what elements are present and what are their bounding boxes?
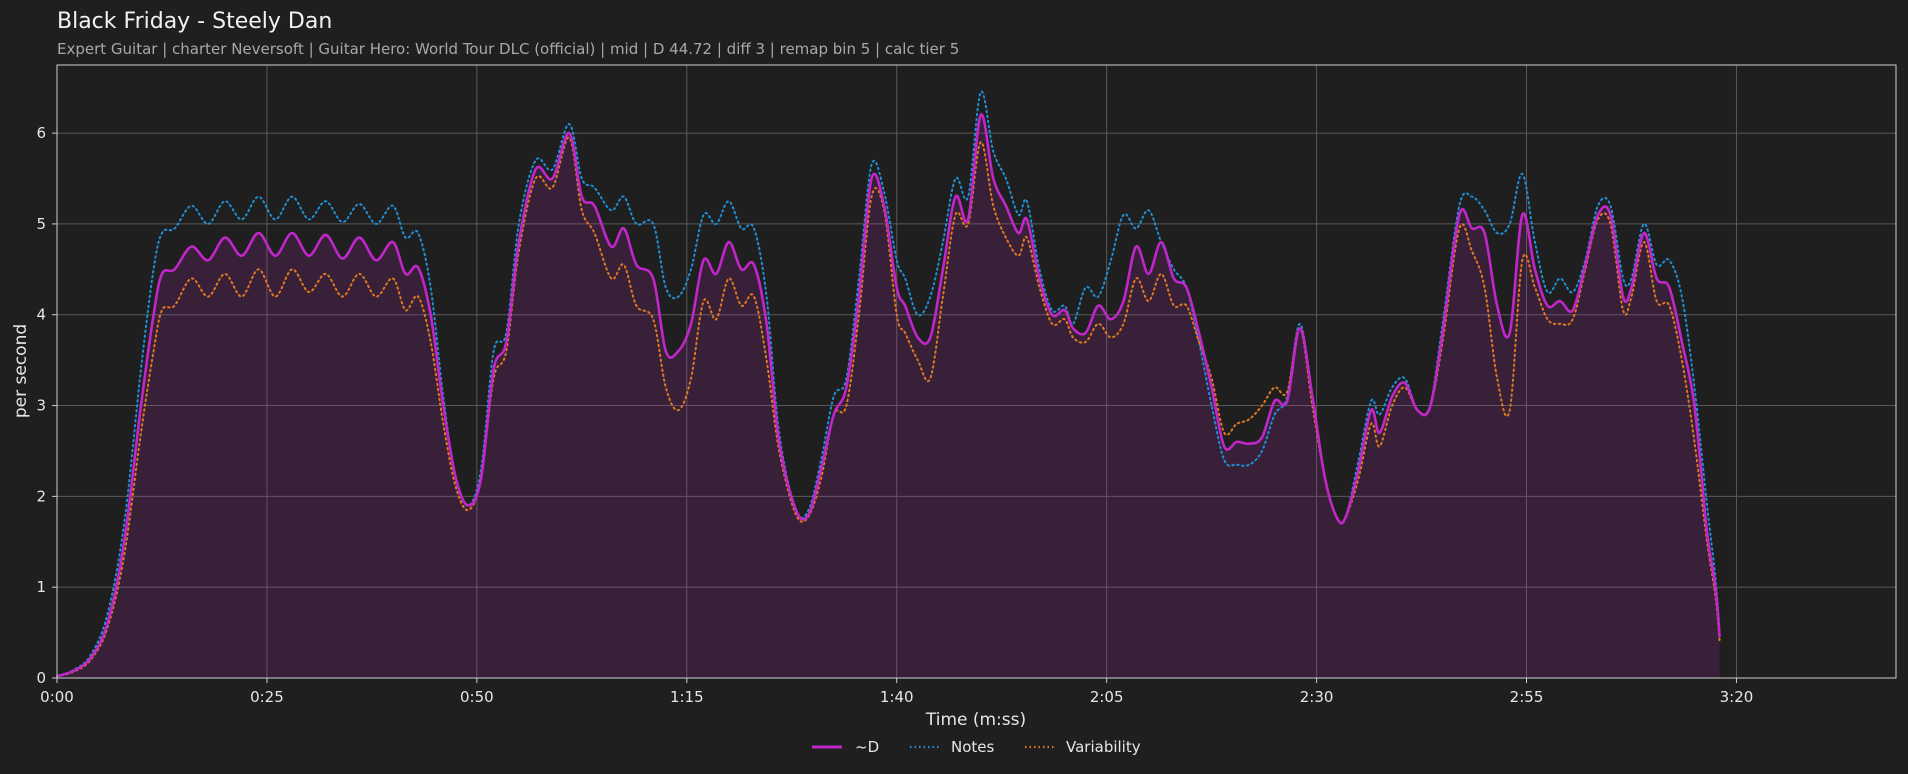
chart-subtitle: Expert Guitar | charter Neversoft | Guit… <box>57 40 959 58</box>
x-tick-label: 3:20 <box>1720 688 1754 706</box>
x-axis-ticks: 0:00 0:25 0:50 1:15 1:40 2:05 2:30 2:55 3:20 <box>40 678 1753 706</box>
x-tick-label: 0:00 <box>40 688 74 706</box>
y-axis-ticks: 0 1 2 3 4 5 6 <box>36 124 57 687</box>
legend: ~D Notes Variability <box>812 738 1141 756</box>
x-tick-label: 2:55 <box>1510 688 1544 706</box>
y-tick-label: 2 <box>36 487 46 505</box>
y-tick-label: 1 <box>36 578 46 596</box>
series-area-0 <box>57 114 1720 678</box>
y-tick-label: 3 <box>36 397 46 415</box>
x-axis-label: Time (m:ss) <box>925 710 1026 730</box>
x-tick-label: 0:50 <box>460 688 494 706</box>
x-tick-label: 0:25 <box>250 688 284 706</box>
y-tick-label: 4 <box>36 306 46 324</box>
x-tick-label: 2:30 <box>1300 688 1334 706</box>
legend-label-notes: Notes <box>951 738 995 756</box>
series-line-1 <box>56 90 1721 678</box>
x-tick-label: 2:05 <box>1090 688 1124 706</box>
y-axis-label: per second <box>11 324 31 418</box>
y-tick-label: 5 <box>36 215 46 233</box>
x-tick-label: 1:40 <box>880 688 914 706</box>
legend-label-variability: Variability <box>1066 738 1141 756</box>
x-tick-label: 1:15 <box>670 688 704 706</box>
plot-area <box>57 65 1896 678</box>
series-lines <box>56 90 1721 678</box>
series-line-0 <box>56 113 1721 678</box>
y-tick-label: 6 <box>36 124 46 142</box>
chart-title: Black Friday - Steely Dan <box>57 9 332 34</box>
area-fills <box>57 114 1720 678</box>
legend-label-d: ~D <box>855 738 879 756</box>
series-line-2 <box>56 136 1721 678</box>
plot-frame <box>56 64 1897 679</box>
y-tick-label: 0 <box>36 669 46 687</box>
